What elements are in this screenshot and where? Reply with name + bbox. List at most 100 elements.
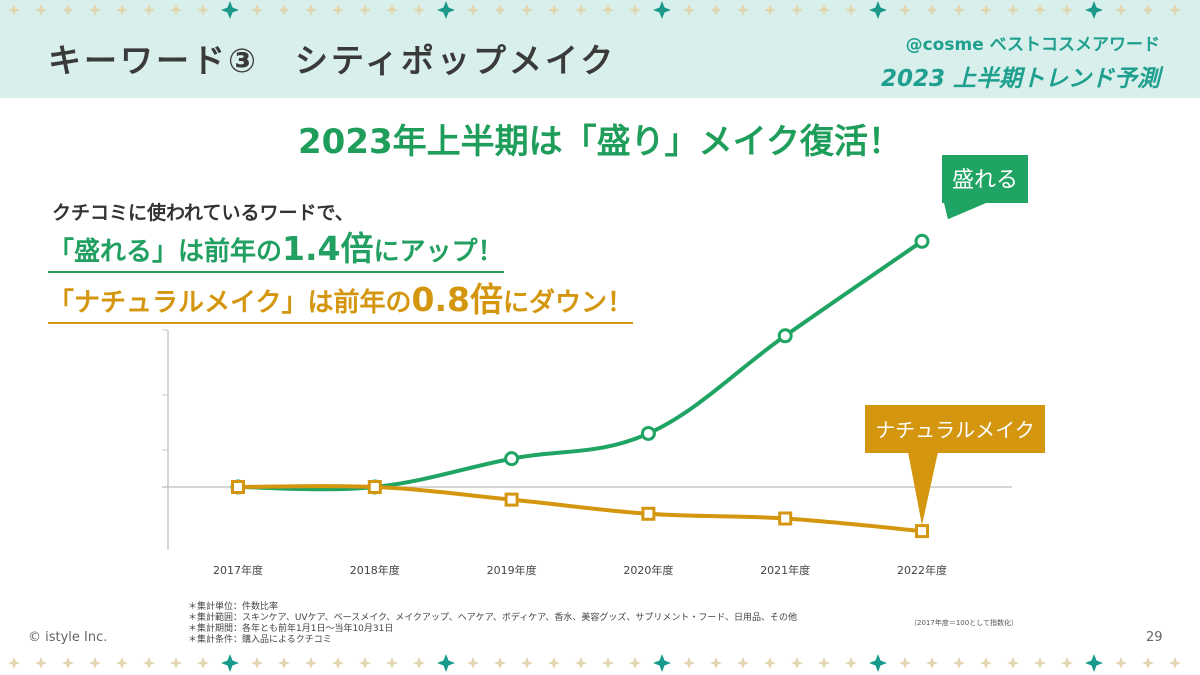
gold-star-icon bbox=[602, 657, 614, 669]
header-band bbox=[0, 0, 1200, 98]
data-point bbox=[640, 425, 656, 441]
star-border-top bbox=[8, 1, 1181, 19]
highlight-b-big: 0.8倍 bbox=[411, 280, 503, 319]
footnote: ＊集計期間：各年とも前年1月1日～当年10月31日 bbox=[188, 624, 394, 634]
gold-star-icon bbox=[1007, 4, 1019, 16]
gold-star-icon bbox=[89, 4, 101, 16]
gold-star-icon bbox=[737, 4, 749, 16]
gold-star-icon bbox=[467, 4, 479, 16]
gold-star-icon bbox=[683, 4, 695, 16]
legend-label: 盛れる bbox=[952, 168, 1018, 193]
teal-star-icon bbox=[653, 654, 671, 672]
gold-star-icon bbox=[170, 4, 182, 16]
highlight-a-pre: 「盛れる」は前年の bbox=[48, 237, 283, 267]
gold-star-icon bbox=[197, 657, 209, 669]
gold-star-icon bbox=[764, 4, 776, 16]
data-point bbox=[914, 233, 930, 249]
teal-star-icon bbox=[221, 1, 239, 19]
gold-star-icon bbox=[89, 657, 101, 669]
gold-star-icon bbox=[845, 657, 857, 669]
gold-star-icon bbox=[818, 4, 830, 16]
line-chart: 2017年度 2018年度 2019年度 2020年度 2021年度 2022年度 盛れるナ… bbox=[162, 155, 1045, 577]
footnote: ＊集計範囲：スキンケア、UVケア、ベースメイク、メイクアップ、ヘアケア、ボディケ… bbox=[188, 613, 797, 623]
teal-star-icon bbox=[1085, 1, 1103, 19]
gold-star-icon bbox=[1142, 657, 1154, 669]
gold-star-icon bbox=[35, 657, 47, 669]
gold-star-icon bbox=[467, 657, 479, 669]
gold-star-icon bbox=[818, 657, 830, 669]
data-point bbox=[777, 328, 793, 344]
data-point bbox=[778, 511, 793, 526]
gold-star-icon bbox=[710, 657, 722, 669]
gold-star-icon bbox=[413, 657, 425, 669]
teal-star-icon bbox=[869, 654, 887, 672]
gold-star-icon bbox=[737, 657, 749, 669]
teal-star-icon bbox=[437, 654, 455, 672]
footnote: ＊集計単位：件数比率 bbox=[188, 602, 279, 612]
gold-star-icon bbox=[710, 4, 722, 16]
gold-star-icon bbox=[278, 4, 290, 16]
gold-star-icon bbox=[1169, 657, 1181, 669]
gold-star-icon bbox=[1169, 4, 1181, 16]
gold-star-icon bbox=[521, 657, 533, 669]
data-point bbox=[504, 492, 519, 507]
highlight-a-big: 1.4倍 bbox=[282, 229, 374, 268]
gold-star-icon bbox=[305, 4, 317, 16]
index-note: （2017年度＝100として指数化） bbox=[910, 619, 1018, 627]
series-line bbox=[237, 483, 923, 534]
gold-star-icon bbox=[980, 657, 992, 669]
gold-star-icon bbox=[386, 4, 398, 16]
footnote: ＊集計条件：購入品によるクチコミ bbox=[188, 635, 332, 645]
gold-star-icon bbox=[629, 4, 641, 16]
gold-star-icon bbox=[1115, 4, 1127, 16]
gold-star-icon bbox=[35, 4, 47, 16]
callout-box-morereru bbox=[942, 155, 1028, 203]
gold-star-icon bbox=[521, 4, 533, 16]
headline: 2023年上半期は「盛り」メイク復活！ bbox=[298, 122, 902, 162]
gold-star-icon bbox=[602, 4, 614, 16]
gold-star-icon bbox=[62, 4, 74, 16]
gold-star-icon bbox=[548, 4, 560, 16]
gold-star-icon bbox=[1007, 657, 1019, 669]
highlight-natural: 「ナチュラルメイク」は前年の0.8倍にダウン！ bbox=[48, 283, 633, 324]
gold-star-icon bbox=[1061, 4, 1073, 16]
teal-star-icon bbox=[437, 1, 455, 19]
data-point bbox=[367, 480, 382, 494]
gold-star-icon bbox=[791, 657, 803, 669]
x-tick-label: 2020年度 bbox=[623, 563, 673, 577]
gold-star-icon bbox=[116, 4, 128, 16]
highlight-morereru: 「盛れる」は前年の1.4倍にアップ！ bbox=[48, 232, 504, 273]
gold-star-icon bbox=[305, 657, 317, 669]
highlight-b-post: にダウン！ bbox=[502, 288, 633, 318]
teal-star-icon bbox=[653, 1, 671, 19]
gold-star-icon bbox=[494, 657, 506, 669]
gold-star-icon bbox=[548, 657, 560, 669]
intro-text: クチコミに使われているワードで、 bbox=[52, 202, 354, 224]
x-tick-label: 2018年度 bbox=[350, 563, 400, 577]
gold-star-icon bbox=[899, 4, 911, 16]
data-point bbox=[504, 451, 520, 467]
data-point bbox=[641, 506, 656, 521]
data-point bbox=[915, 524, 929, 539]
brand-line2: 2023 上半期トレンド予測 bbox=[880, 66, 1160, 92]
gold-star-icon bbox=[170, 657, 182, 669]
gold-star-icon bbox=[1142, 4, 1154, 16]
teal-star-icon bbox=[869, 1, 887, 19]
gold-star-icon bbox=[845, 4, 857, 16]
gold-star-icon bbox=[1115, 657, 1127, 669]
gold-star-icon bbox=[1034, 4, 1046, 16]
copyright: © istyle Inc. bbox=[28, 630, 108, 645]
gold-star-icon bbox=[197, 4, 209, 16]
gold-star-icon bbox=[899, 657, 911, 669]
data-point bbox=[231, 480, 245, 494]
gold-star-icon bbox=[359, 657, 371, 669]
gold-star-icon bbox=[980, 4, 992, 16]
gold-star-icon bbox=[116, 657, 128, 669]
page-title: キーワード③ シティポップメイク bbox=[48, 41, 617, 80]
gold-star-icon bbox=[1034, 657, 1046, 669]
legend-label: ナチュラルメイク bbox=[875, 418, 1035, 442]
gold-star-icon bbox=[332, 657, 344, 669]
gold-star-icon bbox=[62, 657, 74, 669]
gold-star-icon bbox=[359, 4, 371, 16]
gold-star-icon bbox=[575, 657, 587, 669]
